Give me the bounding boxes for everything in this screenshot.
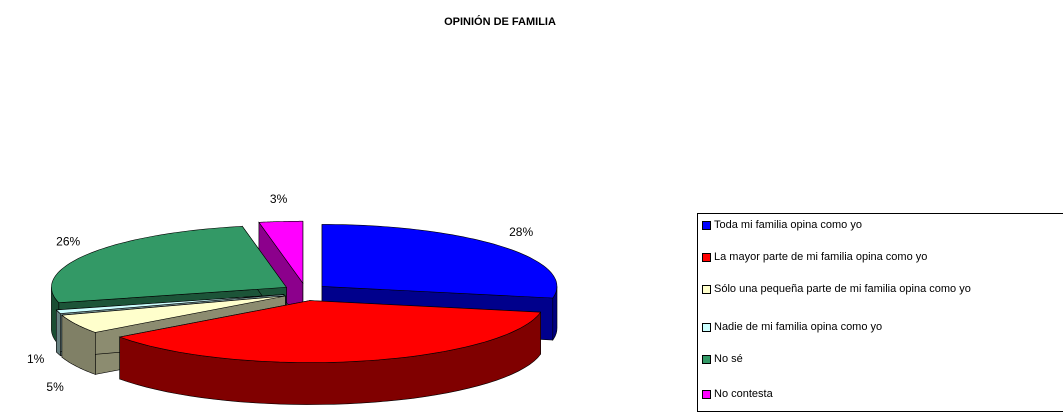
legend-swatch bbox=[702, 285, 711, 294]
legend-item: No contesta bbox=[702, 388, 1063, 400]
legend-swatch bbox=[702, 390, 711, 399]
legend-label: Nadie de mi familia opina como yo bbox=[714, 321, 883, 333]
legend: Toda mi familia opina como yo La mayor pa… bbox=[697, 213, 1063, 412]
data-label: 28% bbox=[509, 225, 533, 239]
legend-swatch bbox=[702, 355, 711, 364]
data-label: 1% bbox=[27, 352, 45, 366]
legend-item: No sé bbox=[702, 353, 1063, 365]
legend-item: Nadie de mi familia opina como yo bbox=[702, 321, 1063, 333]
slice-top bbox=[118, 300, 542, 363]
legend-label: Toda mi familia opina como yo bbox=[714, 219, 862, 231]
legend-swatch bbox=[702, 323, 711, 332]
legend-swatch bbox=[702, 221, 711, 230]
legend-item: La mayor parte de mi familia opina como … bbox=[702, 251, 1063, 263]
legend-item: Sólo una pequeña parte de mi familia opi… bbox=[702, 283, 1063, 295]
slice-top bbox=[61, 295, 286, 333]
legend-item: Toda mi familia opina como yo bbox=[702, 219, 1063, 231]
slice-side bbox=[55, 309, 61, 357]
slice-top bbox=[258, 220, 304, 285]
slice-top bbox=[55, 294, 284, 314]
legend-label: No contesta bbox=[714, 388, 773, 400]
legend-label: Sólo una pequeña parte de mi familia opi… bbox=[714, 283, 971, 295]
chart-title: OPINIÓN DE FAMILIA bbox=[444, 15, 556, 28]
legend-label: No sé bbox=[714, 353, 743, 365]
slice-top bbox=[51, 226, 287, 304]
data-label: 26% bbox=[56, 235, 80, 249]
legend-swatch bbox=[702, 253, 711, 262]
legend-label: La mayor parte de mi familia opina como … bbox=[714, 251, 928, 263]
data-label: 5% bbox=[46, 380, 64, 394]
slice-top bbox=[321, 224, 558, 299]
data-label: 3% bbox=[270, 192, 288, 206]
